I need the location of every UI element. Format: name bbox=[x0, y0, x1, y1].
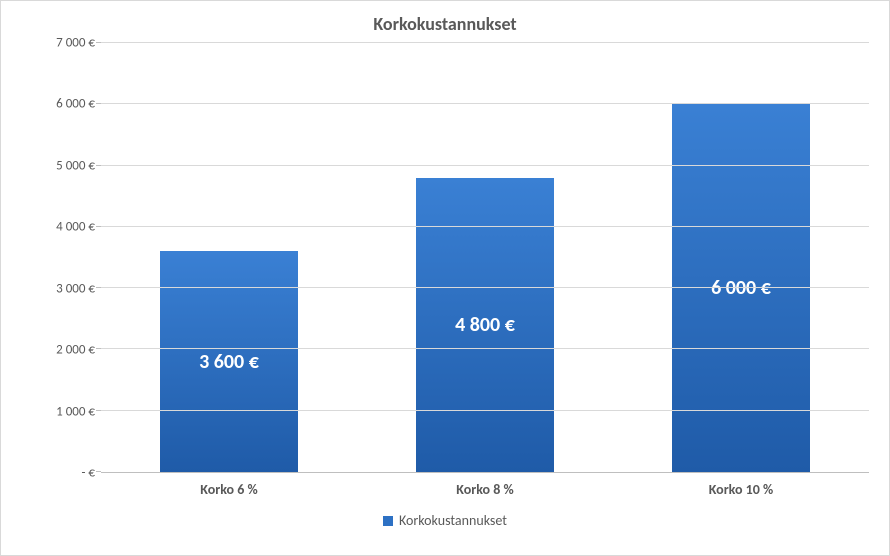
legend: Korkokustannukset bbox=[21, 512, 869, 529]
bar-value-label: 4 800 € bbox=[455, 313, 515, 337]
x-tick-label: Korko 10 % bbox=[613, 481, 869, 498]
bar: 3 600 € bbox=[160, 251, 298, 472]
x-tick-label: Korko 8 % bbox=[357, 481, 613, 498]
y-tick-label: 7 000 € bbox=[15, 36, 95, 51]
bar-slot: 6 000 € bbox=[613, 43, 869, 472]
legend-label: Korkokustannukset bbox=[399, 512, 507, 529]
bar-value-label: 3 600 € bbox=[199, 350, 259, 374]
y-tick-label: 3 000 € bbox=[15, 281, 95, 296]
y-tick-label: 1 000 € bbox=[15, 404, 95, 419]
chart-title: Korkokustannukset bbox=[21, 13, 869, 35]
gridline bbox=[101, 348, 869, 349]
gridline bbox=[101, 410, 869, 411]
y-axis: - €1 000 €2 000 €3 000 €4 000 €5 000 €6 … bbox=[21, 43, 101, 473]
plot: 3 600 € 4 800 € 6 000 € bbox=[101, 43, 869, 473]
y-tickmark bbox=[96, 42, 101, 43]
bar-chart: Korkokustannukset - €1 000 €2 000 €3 000… bbox=[0, 0, 890, 556]
legend-swatch bbox=[383, 516, 393, 526]
plot-area: - €1 000 €2 000 €3 000 €4 000 €5 000 €6 … bbox=[21, 43, 869, 473]
y-tick-label: 2 000 € bbox=[15, 343, 95, 358]
x-tick-label: Korko 6 % bbox=[101, 481, 357, 498]
bar-slot: 4 800 € bbox=[357, 43, 613, 472]
y-tick-label: 4 000 € bbox=[15, 220, 95, 235]
y-tickmark bbox=[96, 471, 101, 472]
y-tick-label: 6 000 € bbox=[15, 97, 95, 112]
gridline bbox=[101, 165, 869, 166]
bar-slot: 3 600 € bbox=[101, 43, 357, 472]
gridline bbox=[101, 42, 869, 43]
y-tickmark bbox=[96, 287, 101, 288]
gridline bbox=[101, 287, 869, 288]
y-tick-label: - € bbox=[15, 466, 95, 481]
y-tickmark bbox=[96, 226, 101, 227]
y-tickmark bbox=[96, 165, 101, 166]
y-tickmark bbox=[96, 410, 101, 411]
gridline bbox=[101, 226, 869, 227]
x-axis-labels: Korko 6 %Korko 8 %Korko 10 % bbox=[101, 481, 869, 498]
y-tickmark bbox=[96, 348, 101, 349]
gridline bbox=[101, 103, 869, 104]
bars-layer: 3 600 € 4 800 € 6 000 € bbox=[101, 43, 869, 472]
bar: 4 800 € bbox=[416, 178, 554, 472]
y-tick-label: 5 000 € bbox=[15, 158, 95, 173]
y-tickmark bbox=[96, 103, 101, 104]
